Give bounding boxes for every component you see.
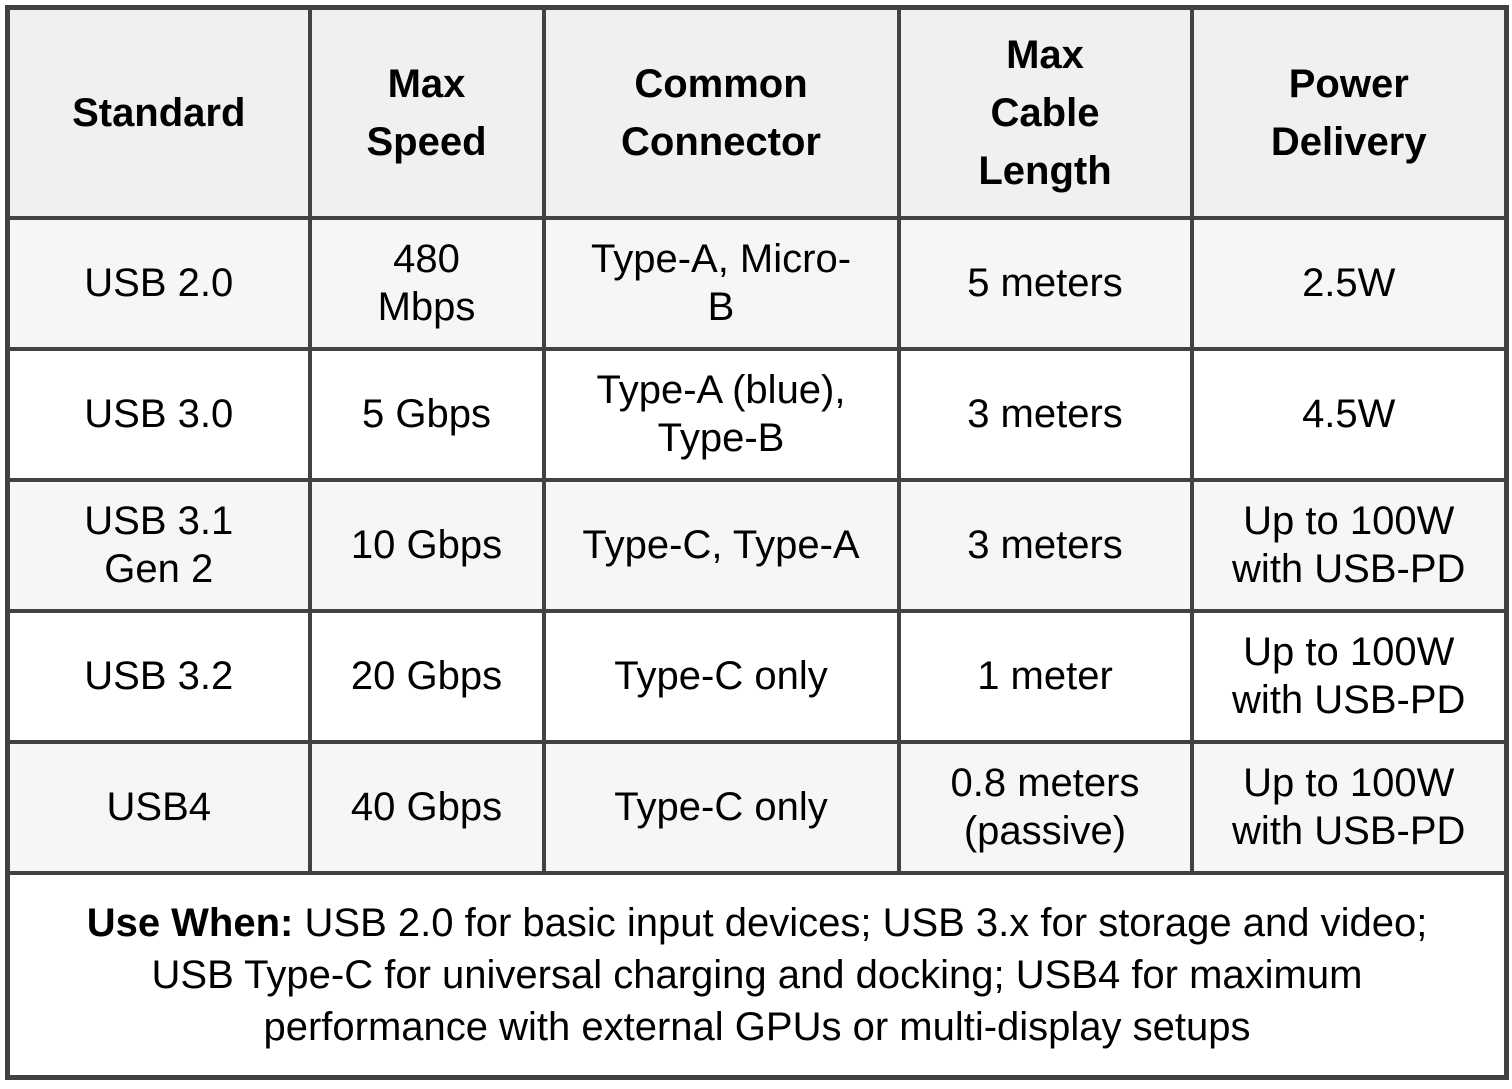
cell-standard: USB 2.0 [5,215,312,351]
cell-standard: USB 3.1 Gen 2 [5,477,312,613]
cell-connector: Type-A, Micro- B [541,215,901,351]
cell-connector: Type-C only [541,608,901,744]
table-body: USB 2.0 480 Mbps Type-A, Micro- B 5 mete… [5,215,1509,875]
cell-standard: USB4 [5,739,312,875]
usb-standards-table: Standard Max Speed Common Connector Max … [5,5,1509,1080]
cell-cable-length: 5 meters [896,215,1194,351]
footer-note-label: Use When: [86,900,294,945]
cell-max-speed: 40 Gbps [307,739,546,875]
table-row-usb3-0: USB 3.0 5 Gbps Type-A (blue), Type-B 3 m… [5,346,1509,482]
cell-standard: USB 3.2 [5,608,312,744]
cell-max-speed: 5 Gbps [307,346,546,482]
table-row-usb4: USB4 40 Gbps Type-C only 0.8 meters (pas… [5,739,1509,875]
header-row: Standard Max Speed Common Connector Max … [5,5,1509,220]
table-row-usb3-2: USB 3.2 20 Gbps Type-C only 1 meter Up t… [5,608,1509,744]
cell-power: 2.5W [1189,215,1509,351]
cell-power: 4.5W [1189,346,1509,482]
cell-cable-length: 3 meters [896,477,1194,613]
header-cell-cable-length: Max Cable Length [896,5,1194,220]
cell-cable-length: 1 meter [896,608,1194,744]
cell-connector: Type-C, Type-A [541,477,901,613]
cell-max-speed: 10 Gbps [307,477,546,613]
cell-max-speed: 480 Mbps [307,215,546,351]
cell-power: Up to 100W with USB-PD [1189,739,1509,875]
cell-connector: Type-A (blue), Type-B [541,346,901,482]
footer-row: Use When: USB 2.0 for basic input device… [5,870,1509,1079]
footer-note-text: USB 2.0 for basic input devices; USB 3.x… [151,900,1428,1049]
table-header: Standard Max Speed Common Connector Max … [5,5,1509,220]
cell-cable-length: 3 meters [896,346,1194,482]
cell-power: Up to 100W with USB-PD [1189,477,1509,613]
cell-max-speed: 20 Gbps [307,608,546,744]
cell-standard: USB 3.0 [5,346,312,482]
footer-note-cell: Use When: USB 2.0 for basic input device… [5,870,1509,1079]
table-footer: Use When: USB 2.0 for basic input device… [5,870,1509,1079]
cell-power: Up to 100W with USB-PD [1189,608,1509,744]
table-row-usb2: USB 2.0 480 Mbps Type-A, Micro- B 5 mete… [5,215,1509,351]
header-cell-connector: Common Connector [541,5,901,220]
cell-cable-length: 0.8 meters (passive) [896,739,1194,875]
cell-connector: Type-C only [541,739,901,875]
table-row-usb3-1: USB 3.1 Gen 2 10 Gbps Type-C, Type-A 3 m… [5,477,1509,613]
header-cell-standard: Standard [5,5,312,220]
header-cell-power: Power Delivery [1189,5,1509,220]
header-cell-max-speed: Max Speed [307,5,546,220]
